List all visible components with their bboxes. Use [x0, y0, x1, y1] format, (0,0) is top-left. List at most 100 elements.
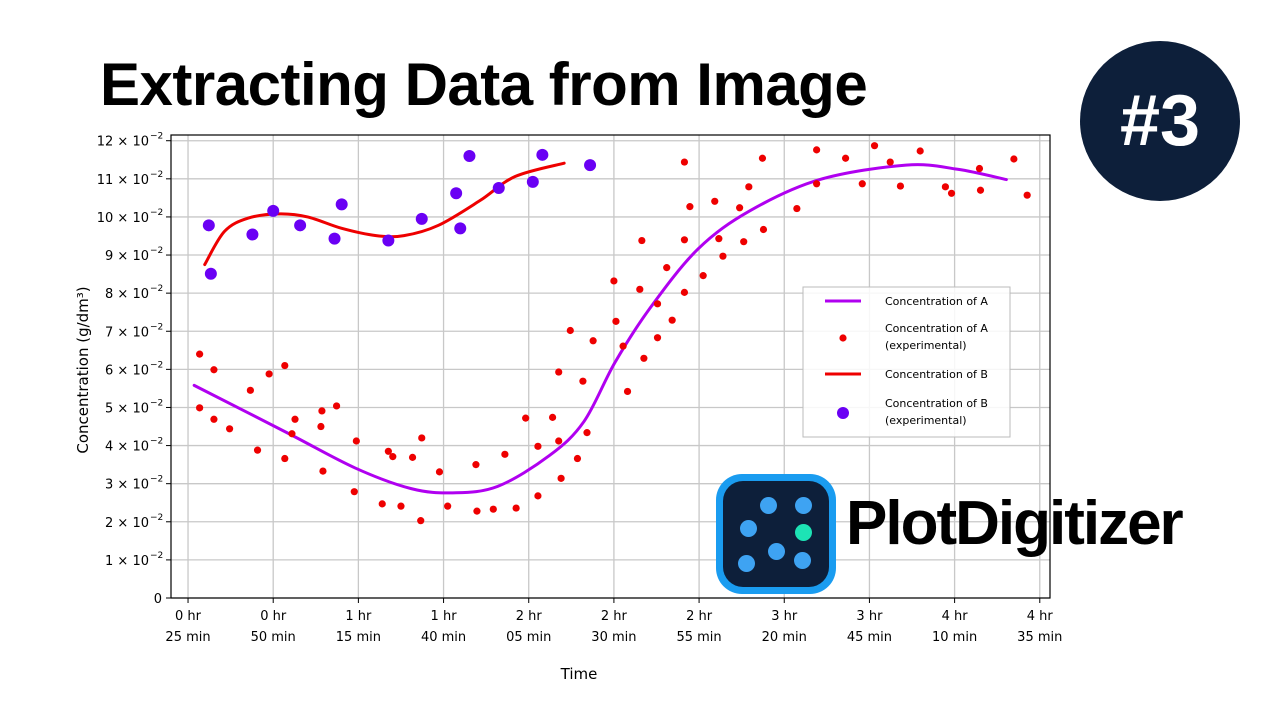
legend-marker-swatch: [839, 334, 847, 342]
data-point-b: [328, 232, 341, 245]
data-point-a: [418, 434, 426, 442]
data-point-a: [583, 429, 591, 437]
x-tick-label: 0 hr: [260, 609, 287, 624]
data-point-a: [680, 236, 689, 244]
x-tick-label: 4 hr: [942, 609, 969, 624]
data-point-a: [653, 334, 662, 342]
data-point-a: [612, 317, 620, 325]
data-point-a: [350, 488, 358, 496]
x-tick-label: 50 min: [251, 630, 296, 645]
data-point-a: [555, 437, 563, 445]
data-point-a: [636, 285, 644, 293]
x-tick-label: 20 min: [762, 630, 807, 645]
x-axis-label: Time: [560, 665, 598, 683]
data-point-a: [619, 342, 627, 350]
series-line-b: [203, 161, 566, 267]
episode-badge: #3: [1080, 41, 1240, 201]
y-tick-label: 6 × 10: [105, 363, 149, 378]
data-point-a: [579, 377, 587, 385]
y-tick-exponent: −2: [150, 551, 163, 561]
x-tick-label: 3 hr: [771, 609, 798, 624]
legend: Concentration of A Concentration of A (exp…: [802, 286, 1011, 438]
data-point-a: [1010, 155, 1018, 163]
plot-frame: [170, 134, 1051, 599]
data-point-a: [1023, 191, 1031, 199]
y-tick-label: 7 × 10: [105, 325, 149, 340]
data-point-b: [450, 187, 463, 200]
data-point-a: [640, 354, 648, 362]
data-point-a: [408, 453, 417, 461]
y-tick-label: 3 × 10: [105, 478, 149, 493]
data-point-a: [489, 505, 497, 513]
data-point-a: [196, 350, 204, 358]
data-point-a: [813, 146, 821, 154]
x-tick-label: 2 hr: [686, 609, 713, 624]
series-line-a: [192, 163, 1008, 495]
data-point-a: [317, 422, 325, 431]
y-tick-exponent: −2: [150, 208, 163, 218]
data-point-a: [715, 235, 723, 243]
data-point-a: [384, 447, 392, 455]
x-tick-label: 30 min: [591, 630, 636, 645]
data-point-a: [548, 413, 557, 421]
data-point-a: [975, 164, 984, 173]
x-tick-label: 4 hr: [1027, 609, 1054, 624]
y-tick-label: 1 × 10: [105, 554, 149, 569]
data-point-b: [246, 228, 259, 241]
plotdigitizer-logo-icon: [716, 474, 836, 594]
data-point-a: [589, 337, 597, 345]
y-tick-exponent: −2: [150, 170, 163, 180]
data-point-a: [196, 404, 204, 412]
data-point-a: [686, 203, 694, 211]
y-tick-label: 9 × 10: [105, 249, 149, 264]
y-tick-label: 0: [154, 592, 162, 607]
data-point-a: [870, 142, 879, 150]
data-point-b: [202, 219, 215, 232]
data-point-a: [318, 407, 326, 415]
data-point-a: [210, 415, 218, 423]
data-point-a: [719, 252, 727, 260]
x-tick-label: 1 hr: [431, 609, 458, 624]
y-tick-label: 2 × 10: [105, 516, 149, 531]
data-point-a: [941, 183, 950, 191]
y-tick-label: 10 × 10: [97, 211, 149, 226]
data-point-a: [841, 154, 850, 162]
y-ticks: 01 × 10 −22 × 10 −23 × 10 −24 × 10 −25 × 10−…: [97, 132, 171, 607]
data-point-a: [534, 442, 542, 450]
data-point-a: [501, 450, 509, 458]
series-layer: [192, 142, 1031, 525]
data-point-b: [204, 267, 217, 280]
data-point-a: [668, 316, 676, 324]
data-point-a: [288, 430, 296, 438]
data-point-b: [267, 204, 280, 217]
y-tick-exponent: −2: [150, 513, 163, 523]
x-tick-label: 10 min: [932, 630, 977, 645]
data-point-a: [699, 272, 707, 280]
data-point-a: [623, 387, 632, 396]
data-point-a: [522, 414, 530, 422]
data-point-a: [472, 461, 480, 469]
data-point-a: [378, 500, 386, 508]
y-tick-exponent: −2: [150, 322, 163, 332]
y-tick-label: 8 × 10: [105, 287, 149, 302]
y-tick-label: 12 × 10: [97, 135, 149, 150]
data-point-b: [463, 149, 476, 162]
data-point-a: [246, 386, 254, 394]
x-tick-label: 1 hr: [345, 609, 372, 624]
data-point-b: [526, 175, 539, 188]
y-tick-exponent: −2: [150, 360, 163, 370]
y-axis-label: Concentration (g/dm³): [74, 286, 92, 453]
x-tick-label: 15 min: [336, 630, 381, 645]
data-point-a: [740, 238, 748, 246]
data-point-a: [319, 467, 327, 475]
y-tick-exponent: −2: [150, 475, 163, 485]
data-point-a: [281, 454, 289, 463]
data-point-a: [473, 507, 481, 515]
legend-label: Concentration of A: [885, 295, 988, 308]
data-point-a: [557, 474, 565, 482]
data-point-a: [512, 504, 520, 512]
x-tick-label: 40 min: [421, 630, 466, 645]
data-point-a: [916, 147, 924, 155]
data-point-a: [736, 204, 744, 212]
